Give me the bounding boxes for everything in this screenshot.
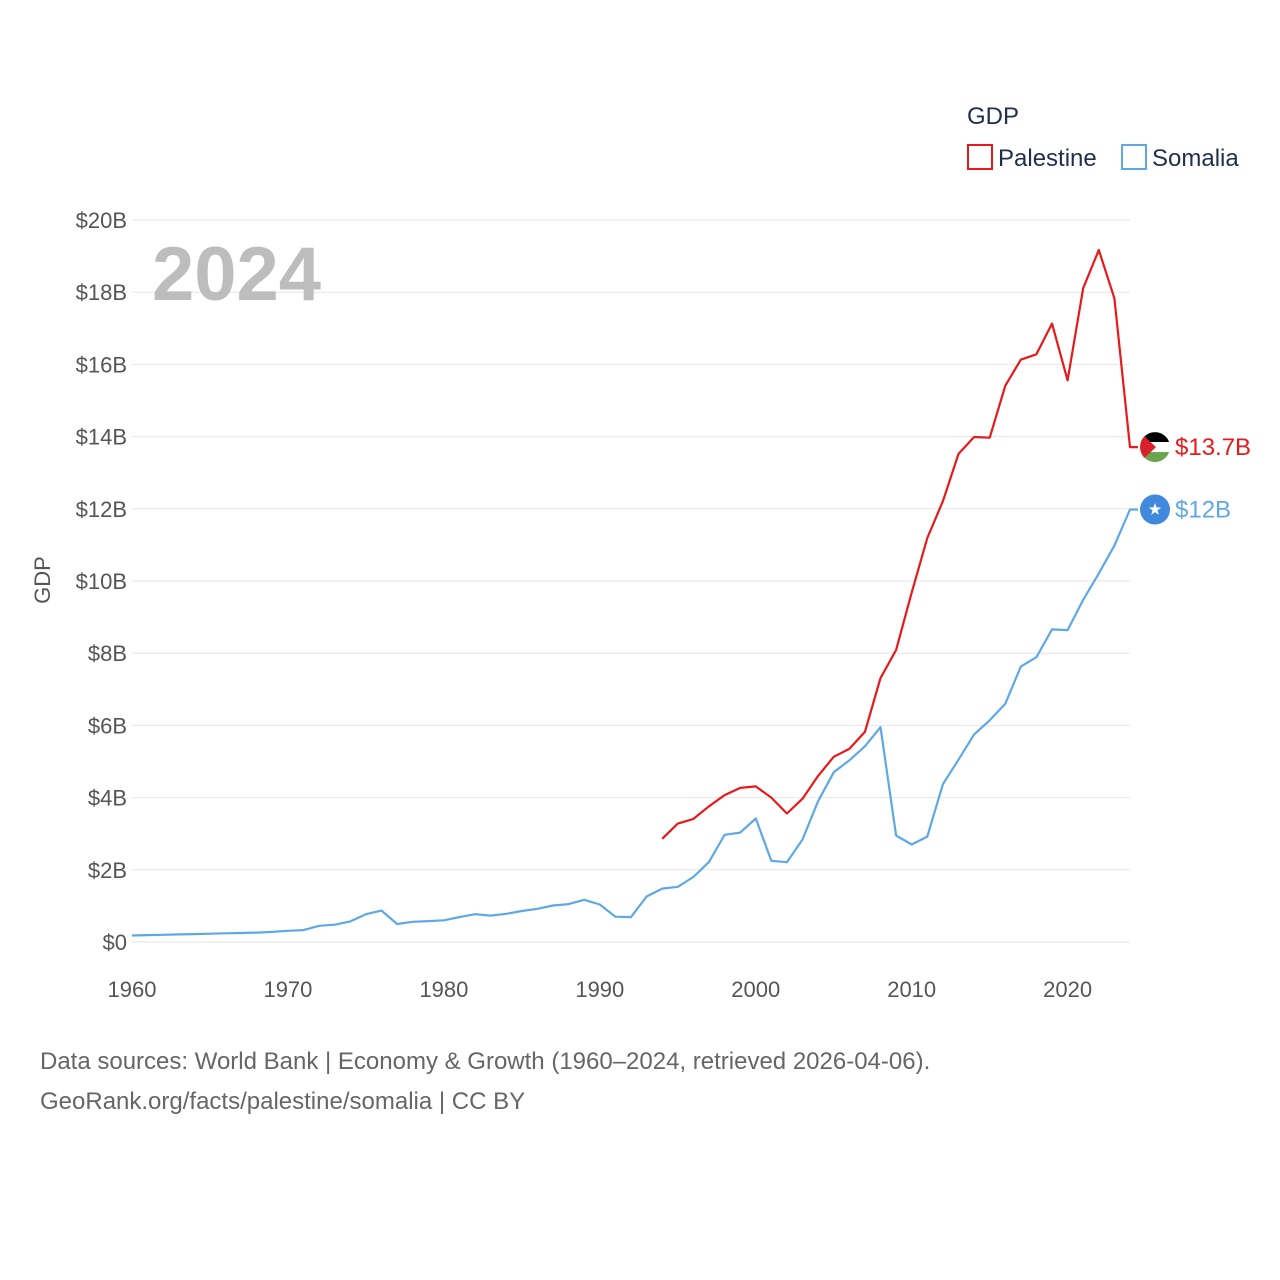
series-lines [131,248,1138,937]
year-overlay: 2024 [152,232,321,317]
legend-item-somalia[interactable]: Somalia [1121,144,1239,172]
x-tick-label: 1990 [575,977,624,1002]
palestine-flag-icon [1140,432,1170,463]
series-line-somalia [131,508,1138,937]
legend-label-palestine: Palestine [998,145,1097,172]
y-axis-ticks: $0 $2B $4B $6B $8B $10B $12B $14B $16B $18B $20B [76,208,127,955]
footer: Data sources: World Bank | Economy & Gro… [40,1042,930,1122]
y-tick-label: $10B [76,569,127,594]
y-axis-label: GDP [30,556,55,604]
attribution-link[interactable]: GeoRank.org/facts/palestine/somalia | CC… [40,1088,526,1115]
end-markers: $13.7B $12B [1140,432,1251,525]
x-tick-label: 2020 [1043,977,1092,1002]
x-tick-label: 2000 [731,977,780,1002]
legend-title: GDP [967,103,1019,130]
y-tick-label: $2B [88,858,127,883]
legend-item-palestine[interactable]: Palestine [967,144,1097,172]
y-tick-label: $4B [88,786,127,811]
somalia-flag-icon [1140,494,1170,525]
end-value-label-somalia: $12B [1175,497,1231,524]
y-tick-label: $16B [76,352,127,377]
y-tick-label: $18B [76,280,127,305]
end-value-label-palestine: $13.7B [1175,434,1251,461]
x-tick-label: 1960 [108,977,157,1002]
y-tick-label: $6B [88,713,127,738]
y-tick-label: $12B [76,497,127,522]
x-tick-label: 2010 [887,977,936,1002]
legend: GDP Palestine Somalia [967,103,1239,172]
y-tick-label: $14B [76,425,127,450]
data-sources-text: Data sources: World Bank | Economy & Gro… [40,1048,931,1075]
series-line-palestine [661,248,1138,840]
gridlines [132,219,1130,943]
y-tick-label: $8B [88,641,127,666]
legend-label-somalia: Somalia [1152,145,1239,172]
y-tick-label: $20B [76,208,127,233]
legend-swatch-somalia [1121,144,1147,170]
y-tick-label: $0 [103,930,127,955]
legend-swatch-palestine [967,144,993,170]
x-tick-label: 1970 [263,977,312,1002]
x-axis-ticks: 1960 1970 1980 1990 2000 2010 2020 [108,977,1093,1002]
x-tick-label: 1980 [419,977,468,1002]
